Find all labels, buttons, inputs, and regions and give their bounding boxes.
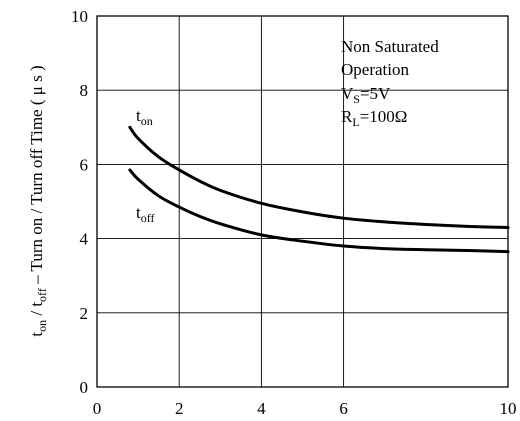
annotation-line2: Operation [341,60,409,79]
y-tick-label: 2 [80,304,89,323]
series-line-t-off [128,168,510,254]
series-label-ton: ton [136,106,153,128]
x-tick-label: 10 [500,399,517,418]
annotation-box: Non Saturated Operation VS=5V RL=100Ω [341,37,439,129]
y-tick-label: 10 [71,7,88,26]
annotation-line1: Non Saturated [341,37,439,56]
y-tick-label: 0 [80,378,89,397]
y-tick-label: 4 [80,230,89,249]
series-group [128,125,510,254]
x-tick-label: 4 [257,399,266,418]
y-tick-label: 6 [80,155,89,174]
annotation-rl: RL=100Ω [341,107,407,129]
annotation-vs: VS=5V [341,84,391,106]
plot-frame [96,15,509,388]
x-tick-label: 0 [93,399,102,418]
x-tick-labels: 0 2 4 6 10 [93,399,517,418]
y-axis-label: ton / toff – Turn on / Turn off Time ( μ… [27,65,49,336]
series-line-t-on [128,125,510,229]
series-label-toff: toff [136,203,155,225]
grid-lines [97,16,508,387]
y-tick-labels: 0 2 4 6 8 10 [71,7,89,397]
x-tick-label: 2 [175,399,184,418]
y-tick-label: 8 [80,81,89,100]
x-tick-label: 6 [339,399,348,418]
